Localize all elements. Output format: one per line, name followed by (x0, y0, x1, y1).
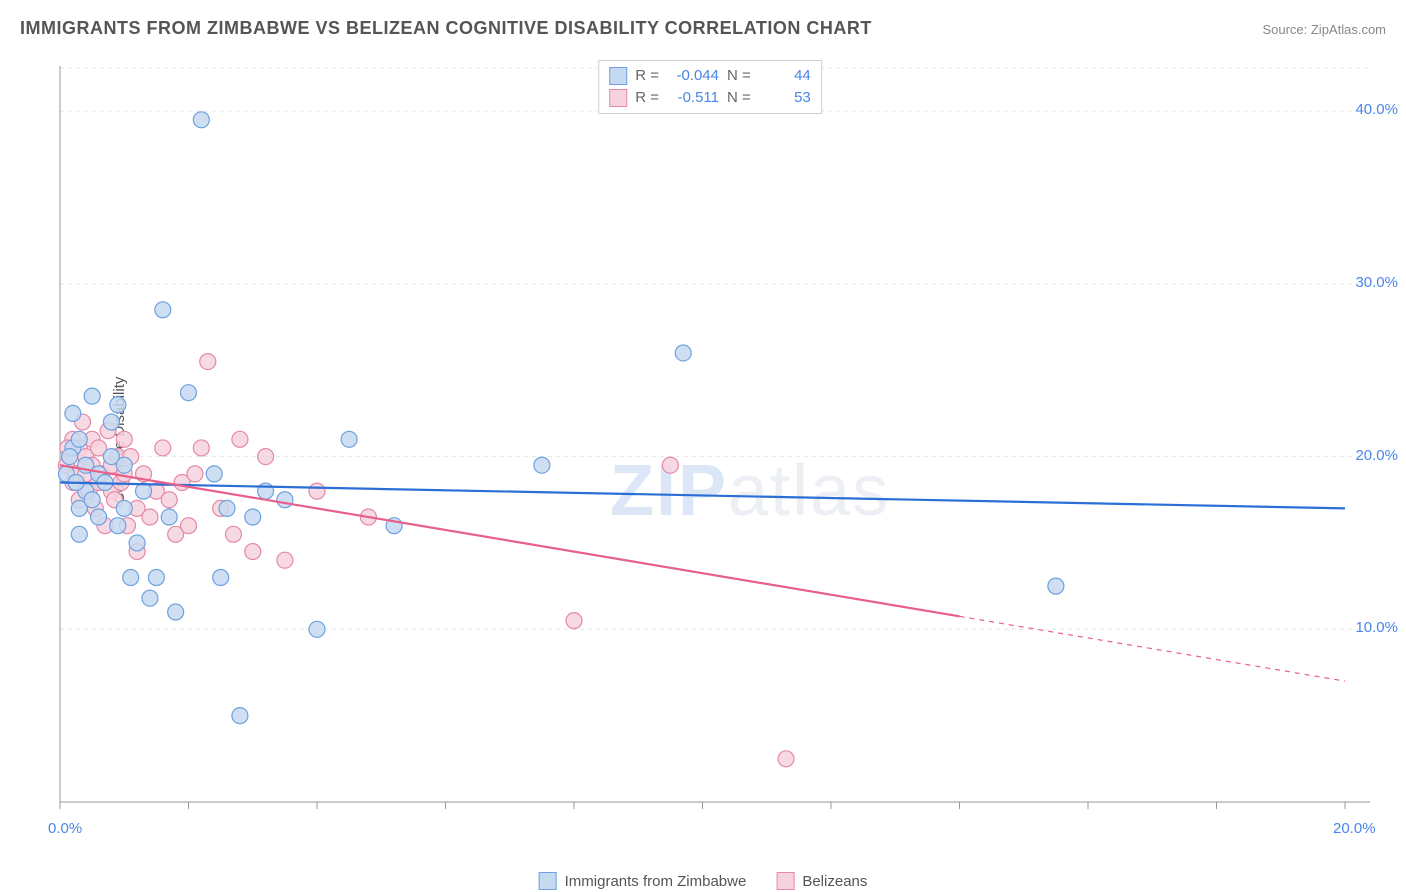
legend-label-0: Immigrants from Zimbabwe (565, 873, 747, 890)
legend-r-value-1: -0.511 (667, 87, 719, 109)
legend-stats: R = -0.044 N = 44 R = -0.511 N = 53 (598, 60, 822, 114)
legend-swatch-bot-0 (539, 872, 557, 890)
legend-n-label-1: N = (727, 87, 751, 109)
legend-series: Immigrants from Zimbabwe Belizeans (539, 872, 868, 890)
legend-swatch-bot-1 (776, 872, 794, 890)
legend-item-0: Immigrants from Zimbabwe (539, 872, 747, 890)
legend-r-label-1: R = (635, 87, 659, 109)
legend-r-value-0: -0.044 (667, 65, 719, 87)
y-tick-label: 30.0% (1355, 274, 1398, 291)
y-tick-label: 40.0% (1355, 101, 1398, 118)
source-label: Source: ZipAtlas.com (1262, 22, 1386, 37)
legend-item-1: Belizeans (776, 872, 867, 890)
chart-title: IMMIGRANTS FROM ZIMBABWE VS BELIZEAN COG… (20, 18, 872, 39)
legend-n-value-0: 44 (759, 65, 811, 87)
plot-area: Cognitive Disability ZIPatlas R = -0.044… (50, 60, 1370, 820)
x-tick-label: 20.0% (1333, 820, 1376, 837)
legend-n-value-1: 53 (759, 87, 811, 109)
legend-r-label-0: R = (635, 65, 659, 87)
legend-swatch-0 (609, 67, 627, 85)
legend-n-label-0: N = (727, 65, 751, 87)
x-tick-label: 0.0% (48, 820, 82, 837)
y-tick-label: 10.0% (1355, 619, 1398, 636)
y-tick-label: 20.0% (1355, 447, 1398, 464)
legend-stats-row-0: R = -0.044 N = 44 (609, 65, 811, 87)
legend-swatch-1 (609, 89, 627, 107)
legend-stats-row-1: R = -0.511 N = 53 (609, 87, 811, 109)
chart-svg (50, 60, 1370, 820)
legend-label-1: Belizeans (802, 873, 867, 890)
